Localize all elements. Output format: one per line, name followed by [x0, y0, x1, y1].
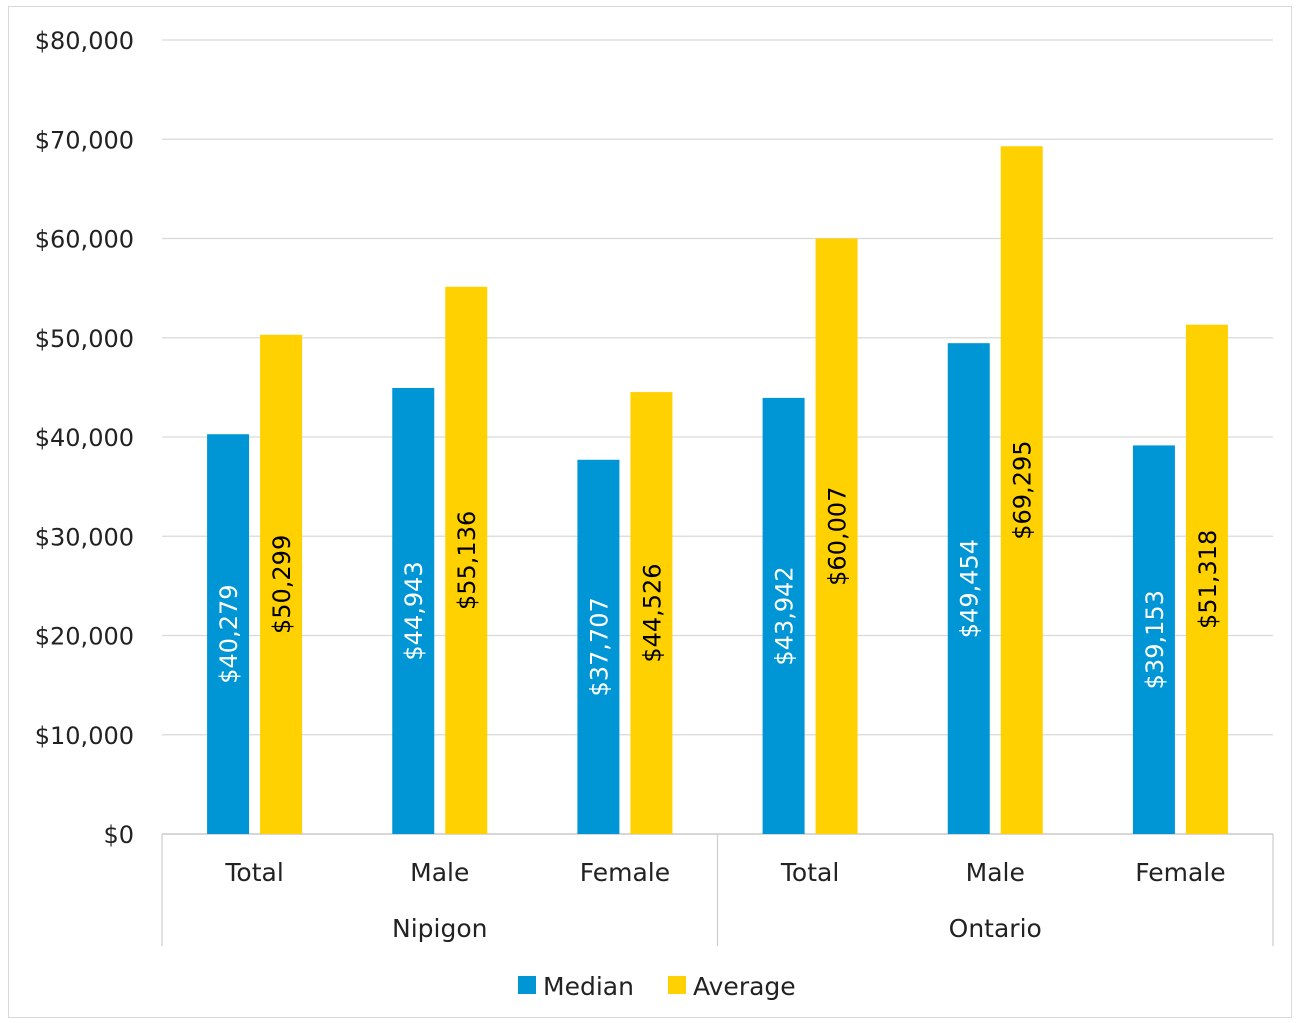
group-label: Nipigon — [392, 914, 487, 943]
legend-label: Median — [543, 972, 634, 1001]
data-label: $43,942 — [771, 566, 799, 665]
y-tick-label: $60,000 — [35, 226, 134, 254]
data-label: $44,526 — [638, 563, 666, 662]
x-tick-label: Total — [780, 858, 839, 887]
y-tick-label: $0 — [103, 821, 134, 849]
data-label: $44,943 — [400, 561, 428, 660]
data-label: $37,707 — [585, 597, 613, 696]
chart-frame — [8, 6, 1292, 1018]
bar-median — [392, 387, 435, 834]
bar-median — [207, 434, 250, 834]
y-tick-label: $20,000 — [35, 623, 134, 651]
data-label: $49,454 — [956, 539, 984, 638]
bar-average — [1185, 324, 1228, 834]
data-label: $69,295 — [1009, 440, 1037, 539]
legend-swatch-average — [668, 976, 686, 994]
group-label: Ontario — [949, 914, 1042, 943]
data-label: $51,318 — [1194, 530, 1222, 629]
bar-average — [815, 238, 858, 834]
legend-swatch-median — [518, 976, 536, 994]
data-label: $50,299 — [268, 535, 296, 634]
data-label: $40,279 — [215, 584, 243, 683]
bar-average — [445, 286, 488, 834]
data-label: $55,136 — [453, 511, 481, 610]
x-tick-label: Male — [410, 858, 469, 887]
x-tick-label: Female — [580, 858, 670, 887]
bar-average — [630, 392, 673, 834]
data-label: $60,007 — [824, 487, 852, 586]
y-tick-label: $40,000 — [35, 424, 134, 452]
bar-average — [1000, 146, 1043, 834]
legend-label: Average — [693, 972, 796, 1001]
bar-median — [947, 343, 990, 834]
y-tick-label: $70,000 — [35, 126, 134, 154]
y-tick-label: $50,000 — [35, 325, 134, 353]
y-tick-label: $30,000 — [35, 523, 134, 551]
data-label: $39,153 — [1141, 590, 1169, 689]
x-tick-label: Female — [1135, 858, 1225, 887]
bar-median — [1132, 445, 1175, 834]
bar-average — [260, 334, 303, 834]
x-tick-label: Total — [224, 858, 283, 887]
x-tick-label: Male — [966, 858, 1025, 887]
y-tick-label: $80,000 — [35, 27, 134, 55]
bar-median — [762, 397, 805, 834]
y-tick-label: $10,000 — [35, 722, 134, 750]
bar-median — [577, 459, 620, 834]
